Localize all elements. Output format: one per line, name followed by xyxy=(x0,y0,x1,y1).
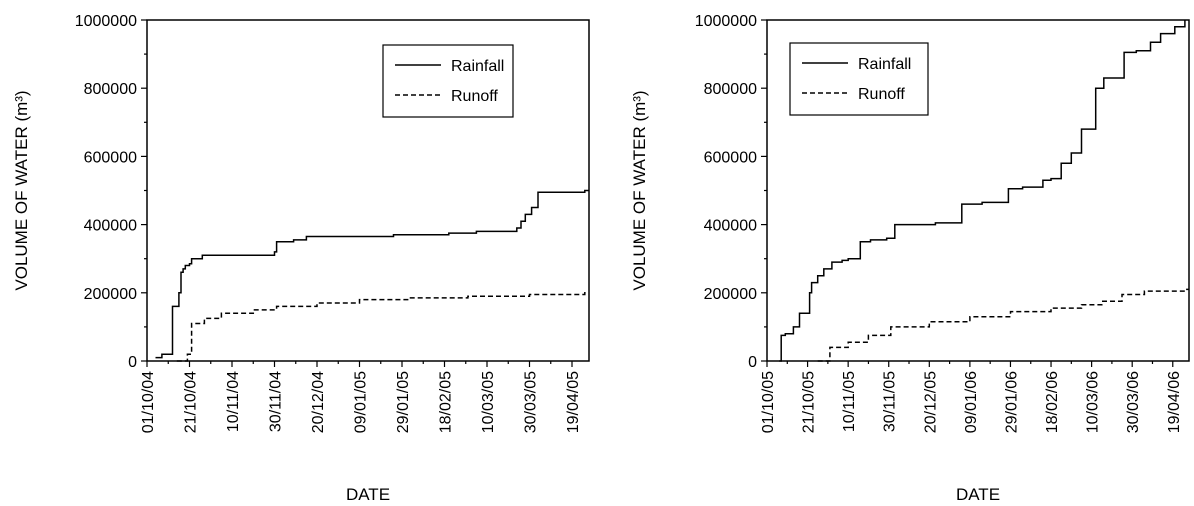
x-tick-label: 18/02/06 xyxy=(1044,371,1061,433)
x-tick-label: 30/03/06 xyxy=(1125,371,1142,433)
x-tick-label: 10/03/06 xyxy=(1085,371,1102,433)
x-tick-label: 10/11/04 xyxy=(225,371,242,432)
x-tick-label: 20/12/04 xyxy=(310,371,327,433)
x-tick-label: 09/01/05 xyxy=(353,371,370,433)
chart-1: 0 200000 400000 600000 800000 1000000 01/10/04… xyxy=(12,13,590,504)
x-tick-label: 19/04/06 xyxy=(1166,371,1183,433)
y-axis-label: VOLUME OF WATER (m³) xyxy=(12,90,31,290)
plot-frame xyxy=(146,19,590,362)
x-tick-label: 09/01/06 xyxy=(963,371,980,433)
y-tick-label: 800000 xyxy=(84,81,137,98)
x-tick-label: 29/01/06 xyxy=(1003,371,1020,433)
x-tick-label: 18/02/05 xyxy=(438,371,455,433)
y-tick-label: 400000 xyxy=(84,218,137,235)
legend-label-runoff: Runoff xyxy=(858,86,905,103)
x-tick-label: 30/03/05 xyxy=(523,371,540,433)
legend-label-runoff: Runoff xyxy=(451,88,498,105)
legend: Rainfall Runoff xyxy=(789,42,929,116)
series-line-runoff xyxy=(817,288,1189,362)
x-axis-label: DATE xyxy=(346,485,390,504)
x-tick-label: 29/01/05 xyxy=(395,371,412,433)
y-tick-label: 600000 xyxy=(704,149,757,166)
legend-box xyxy=(789,42,929,116)
legend-label-rainfall: Rainfall xyxy=(858,56,911,73)
chart-2: 0 200000 400000 600000 800000 1000000 01/10/05… xyxy=(630,13,1190,504)
x-tick-label: 21/10/05 xyxy=(801,371,818,433)
y-tick-label: 400000 xyxy=(704,218,757,235)
x-tick-label: 01/10/04 xyxy=(140,371,157,433)
y-tick-label: 600000 xyxy=(84,149,137,166)
y-axis-label: VOLUME OF WATER (m³) xyxy=(630,90,649,290)
series-line-rainfall xyxy=(155,189,589,359)
x-axis-label: DATE xyxy=(956,485,1000,504)
y-tick-label: 0 xyxy=(748,354,757,371)
series-line-rainfall xyxy=(779,20,1186,362)
y-tick-label: 0 xyxy=(128,354,137,371)
x-tick-label: 30/11/05 xyxy=(882,371,899,432)
y-tick-label: 1000000 xyxy=(695,13,757,30)
x-tick-label: 30/11/04 xyxy=(268,371,285,432)
x-tick-label: 01/10/05 xyxy=(760,371,777,433)
legend-box xyxy=(382,44,514,118)
y-tick-label: 1000000 xyxy=(75,13,137,30)
x-tick-label: 21/10/04 xyxy=(183,371,200,433)
legend-label-rainfall: Rainfall xyxy=(451,58,504,75)
x-tick-label: 10/03/05 xyxy=(480,371,497,433)
y-tick-label: 200000 xyxy=(84,286,137,303)
y-tick-label: 800000 xyxy=(704,81,757,98)
x-tick-label: 20/12/05 xyxy=(922,371,939,433)
legend: Rainfall Runoff xyxy=(382,44,514,118)
x-tick-label: 10/11/05 xyxy=(841,371,858,432)
y-tick-label: 200000 xyxy=(704,286,757,303)
x-tick-label: 19/04/05 xyxy=(565,371,582,433)
series-line-runoff xyxy=(176,292,589,362)
